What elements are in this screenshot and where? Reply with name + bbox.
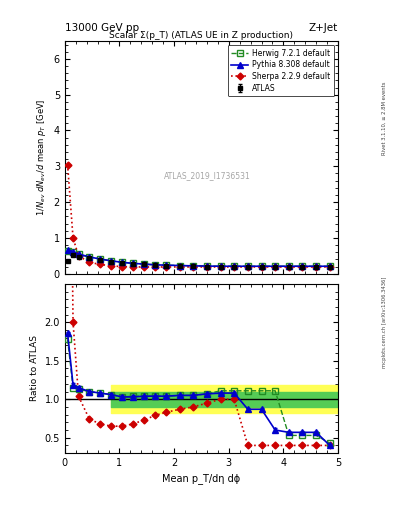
Sherpa 2.2.9 default [286,264,291,270]
Herwig 7.2.1 default [177,263,182,269]
Pythia 8.308 default [177,263,182,269]
Sherpa 2.2.9 default [163,264,168,270]
Herwig 7.2.1 default [131,260,136,266]
Sherpa 2.2.9 default [204,264,209,270]
Sherpa 2.2.9 default [98,261,103,267]
Pythia 8.308 default [87,254,92,260]
Sherpa 2.2.9 default [327,264,332,270]
Pythia 8.308 default [286,263,291,269]
Herwig 7.2.1 default [314,263,318,269]
Pythia 8.308 default [204,263,209,269]
Sherpa 2.2.9 default [218,264,223,270]
Herwig 7.2.1 default [71,249,75,255]
Text: ATLAS_2019_I1736531: ATLAS_2019_I1736531 [163,172,250,181]
Herwig 7.2.1 default [273,263,277,269]
Pythia 8.308 default [142,261,147,267]
Herwig 7.2.1 default [286,263,291,269]
Text: 13000 GeV pp: 13000 GeV pp [65,23,139,33]
Pythia 8.308 default [191,263,196,269]
Y-axis label: Ratio to ATLAS: Ratio to ATLAS [30,335,39,401]
Sherpa 2.2.9 default [71,235,75,241]
Pythia 8.308 default [327,263,332,269]
Sherpa 2.2.9 default [246,264,250,270]
Title: Scalar Σ(p_T) (ATLAS UE in Z production): Scalar Σ(p_T) (ATLAS UE in Z production) [109,31,294,40]
Pythia 8.308 default [314,263,318,269]
Sherpa 2.2.9 default [152,264,157,270]
Pythia 8.308 default [109,258,114,264]
Herwig 7.2.1 default [327,263,332,269]
Sherpa 2.2.9 default [109,263,114,269]
Herwig 7.2.1 default [218,263,223,269]
Sherpa 2.2.9 default [120,264,125,270]
Pythia 8.308 default [152,262,157,268]
Sherpa 2.2.9 default [87,259,92,265]
Herwig 7.2.1 default [120,259,125,265]
Herwig 7.2.1 default [152,262,157,268]
Text: Rivet 3.1.10, ≥ 2.8M events: Rivet 3.1.10, ≥ 2.8M events [382,81,387,155]
Herwig 7.2.1 default [191,263,196,269]
Pythia 8.308 default [163,262,168,268]
Pythia 8.308 default [131,260,136,266]
Text: Z+Jet: Z+Jet [309,23,338,33]
Pythia 8.308 default [71,248,75,254]
Herwig 7.2.1 default [163,262,168,268]
Herwig 7.2.1 default [259,263,264,269]
Pythia 8.308 default [98,256,103,262]
X-axis label: Mean p_T/dη dϕ: Mean p_T/dη dϕ [162,474,241,484]
Herwig 7.2.1 default [232,263,237,269]
Sherpa 2.2.9 default [142,264,147,270]
Herwig 7.2.1 default [204,263,209,269]
Pythia 8.308 default [232,263,237,269]
Herwig 7.2.1 default [109,258,114,264]
Sherpa 2.2.9 default [191,264,196,270]
Line: Pythia 8.308 default: Pythia 8.308 default [65,247,332,269]
Sherpa 2.2.9 default [273,264,277,270]
Herwig 7.2.1 default [76,251,81,258]
Herwig 7.2.1 default [142,261,147,267]
Sherpa 2.2.9 default [300,264,305,270]
Sherpa 2.2.9 default [76,253,81,259]
Line: Herwig 7.2.1 default: Herwig 7.2.1 default [65,248,332,269]
Herwig 7.2.1 default [300,263,305,269]
Pythia 8.308 default [65,247,70,253]
Pythia 8.308 default [218,263,223,269]
Herwig 7.2.1 default [65,248,70,254]
Pythia 8.308 default [120,259,125,265]
Y-axis label: $1/N_{ev}$ $dN_{ev}/d$ mean $p_T$ [GeV]: $1/N_{ev}$ $dN_{ev}/d$ mean $p_T$ [GeV] [35,99,48,216]
Herwig 7.2.1 default [246,263,250,269]
Pythia 8.308 default [300,263,305,269]
Pythia 8.308 default [246,263,250,269]
Pythia 8.308 default [273,263,277,269]
Pythia 8.308 default [259,263,264,269]
Herwig 7.2.1 default [98,256,103,262]
Legend: Herwig 7.2.1 default, Pythia 8.308 default, Sherpa 2.2.9 default, ATLAS: Herwig 7.2.1 default, Pythia 8.308 defau… [228,45,334,96]
Sherpa 2.2.9 default [314,264,318,270]
Herwig 7.2.1 default [87,254,92,260]
Sherpa 2.2.9 default [65,161,70,167]
Sherpa 2.2.9 default [131,264,136,270]
Sherpa 2.2.9 default [259,264,264,270]
Sherpa 2.2.9 default [177,264,182,270]
Pythia 8.308 default [76,251,81,257]
Text: mcplots.cern.ch [arXiv:1306.3436]: mcplots.cern.ch [arXiv:1306.3436] [382,277,387,368]
Line: Sherpa 2.2.9 default: Sherpa 2.2.9 default [65,162,332,269]
Sherpa 2.2.9 default [232,264,237,270]
